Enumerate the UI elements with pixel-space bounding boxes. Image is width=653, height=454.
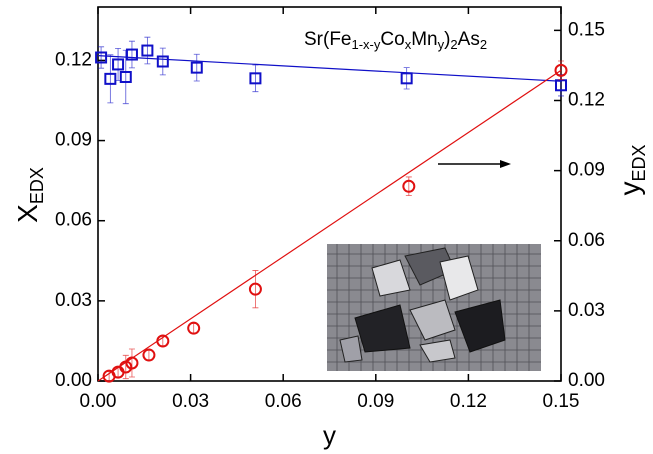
y2-tick-label: 0.06 (568, 230, 605, 251)
x-tick-label: 0.06 (265, 391, 302, 412)
x-tick-label: 0.00 (80, 391, 117, 412)
error-bar (98, 46, 105, 69)
error-bar (144, 36, 151, 65)
x-tick-label: 0.09 (357, 391, 394, 412)
y2-tick-label: 0.09 (568, 160, 605, 181)
annotation-part: Mn (411, 29, 437, 50)
y-tick-label: 0.03 (55, 290, 92, 311)
y-axis-label: XEDX (12, 167, 46, 223)
y2-axis-label-sub: EDX (629, 144, 649, 181)
circle-marker (187, 321, 201, 335)
annotation-part: Sr(Fe (304, 29, 352, 50)
square-marker (125, 48, 138, 61)
error-bar (107, 54, 114, 104)
y-tick-label: 0.09 (55, 130, 92, 151)
y-tick-label: 0.06 (55, 210, 92, 231)
x-tick-label: 0.12 (450, 391, 487, 412)
circle-marker (248, 282, 262, 296)
annotation: Sr(Fe1-x-yCoxMny)2As2 (304, 29, 487, 52)
square-marker (400, 72, 413, 85)
circle-marker (554, 63, 568, 77)
annotation-part: y (438, 37, 445, 52)
circle-marker (142, 348, 156, 362)
annotation-part: 2 (480, 37, 487, 52)
y-axis-label-main: X (12, 204, 43, 223)
annotation-part: x (405, 37, 412, 52)
y2-tick-label: 0.03 (568, 300, 605, 321)
annotation-part: 2 (450, 37, 457, 52)
square-marker (112, 58, 125, 71)
y2-tick-label: 0.00 (568, 370, 605, 391)
y2-axis-label: yEDX (614, 144, 648, 195)
square-marker (249, 72, 262, 85)
circle-marker (402, 179, 416, 193)
y-tick-label: 0.00 (55, 370, 92, 391)
error-bar (145, 349, 152, 361)
square-marker (555, 79, 567, 92)
plot-frame (97, 6, 562, 382)
annotation-part: 1-x-y (352, 37, 381, 52)
error-bar (252, 64, 259, 93)
error-bar (190, 323, 197, 334)
error-bar (252, 270, 259, 309)
square-marker (95, 51, 108, 64)
y2-tick-label: 0.15 (568, 19, 605, 40)
square-marker (104, 72, 117, 85)
error-bar (405, 176, 412, 197)
square-marker (119, 70, 132, 83)
fit-line (97, 69, 562, 382)
error-bar (122, 354, 129, 380)
photo-inset (327, 244, 541, 371)
y-axis-label-sub: EDX (27, 167, 47, 204)
x-tick-label: 0.03 (172, 391, 209, 412)
y-tick-label: 0.12 (55, 49, 92, 70)
y2-tick-label: 0.12 (568, 90, 605, 111)
square-marker (190, 61, 203, 74)
error-bar (403, 67, 410, 90)
square-marker (156, 55, 169, 68)
arrow-head (500, 160, 511, 168)
x-tick-label: 0.15 (543, 391, 580, 412)
annotation-part: Co (380, 29, 404, 50)
error-bar (128, 40, 135, 69)
error-bar (159, 47, 166, 76)
error-bar (128, 348, 135, 378)
fit-line (97, 55, 562, 82)
y2-axis-label-main: y (614, 182, 645, 196)
annotation-part: ) (444, 29, 450, 50)
error-bar (193, 53, 200, 82)
square-marker (141, 44, 154, 57)
x-axis-label: y (323, 420, 336, 450)
annotation-part: As (458, 29, 480, 50)
